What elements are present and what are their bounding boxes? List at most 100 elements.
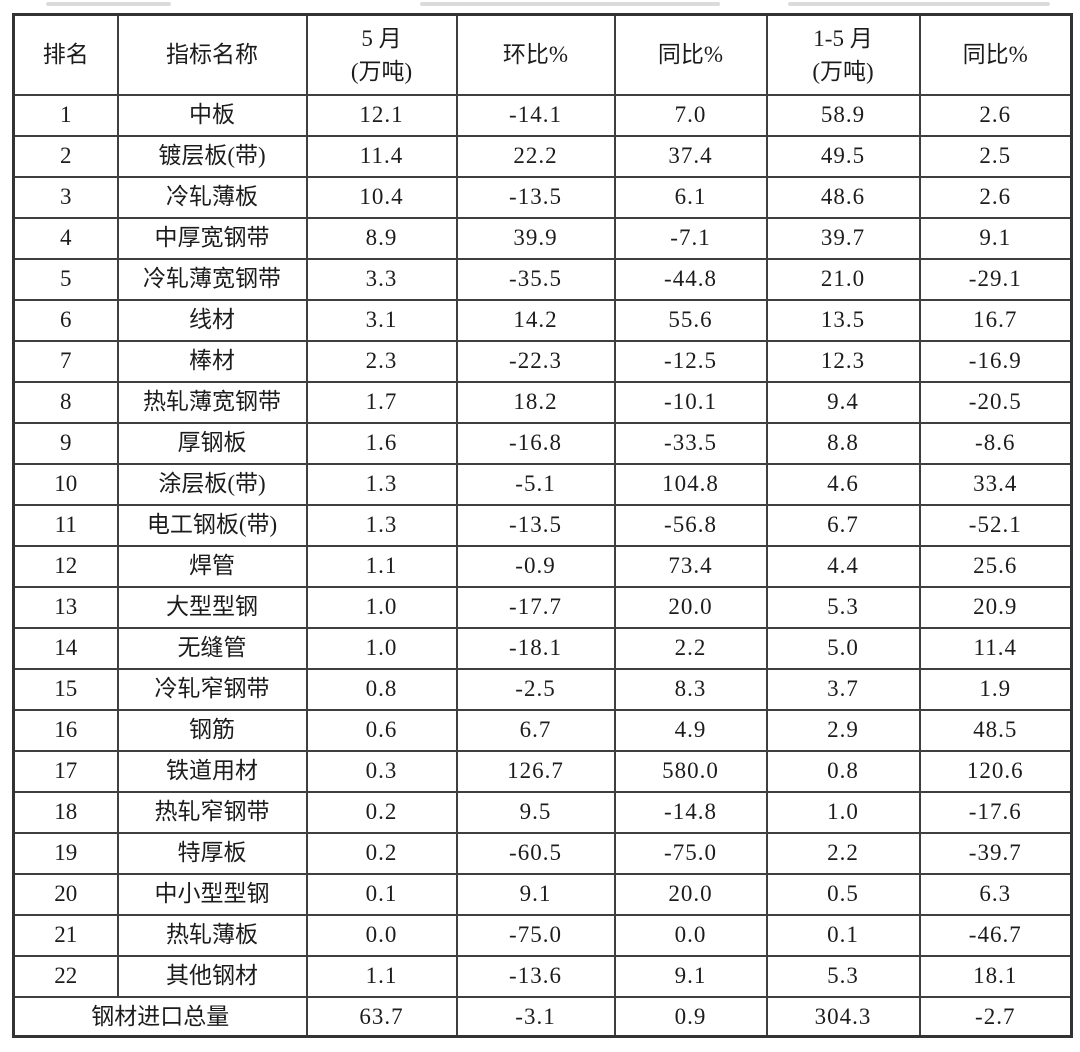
- col-header-mom-pct: 环比%: [455, 13, 616, 96]
- cell-mom-pct: 22.2: [455, 134, 616, 178]
- cell-name: 热轧薄宽钢带: [116, 380, 308, 424]
- cell-name: 冷轧窄钢带: [116, 667, 308, 711]
- table-row: 9 厚钢板 1.6 -16.8 -33.5 8.8 -8.6: [12, 421, 1073, 465]
- cell-cum-volume: 21.0: [765, 257, 921, 301]
- cell-cum-yoy-pct: 120.6: [918, 749, 1073, 793]
- cell-mom-pct: 6.7: [455, 708, 616, 752]
- cell-cum-volume: 4.4: [765, 544, 921, 588]
- cell-yoy-pct: -56.8: [613, 503, 768, 547]
- col-header-label: 排名: [42, 42, 89, 68]
- total-cell-cum-volume: 304.3: [765, 995, 921, 1038]
- cell-rank: 18: [12, 790, 119, 834]
- cell-name: 热轧窄钢带: [116, 790, 308, 834]
- cell-cum-volume: 2.9: [765, 708, 921, 752]
- cell-cum-volume: 12.3: [765, 339, 921, 383]
- cell-name: 特厚板: [116, 831, 308, 875]
- table-row: 20 中小型型钢 0.1 9.1 20.0 0.5 6.3: [12, 872, 1073, 916]
- cell-rank: 8: [12, 380, 119, 424]
- cell-yoy-pct: 0.0: [613, 913, 768, 957]
- cell-may-volume: 1.1: [305, 954, 458, 998]
- cell-mom-pct: 18.2: [455, 380, 616, 424]
- cell-may-volume: 1.7: [305, 380, 458, 424]
- cell-rank: 4: [12, 216, 119, 260]
- cell-cum-yoy-pct: -8.6: [918, 421, 1073, 465]
- table-row: 21 热轧薄板 0.0 -75.0 0.0 0.1 -46.7: [12, 913, 1073, 957]
- cell-mom-pct: -0.9: [455, 544, 616, 588]
- table-row: 22 其他钢材 1.1 -13.6 9.1 5.3 18.1: [12, 954, 1073, 998]
- cell-yoy-pct: -75.0: [613, 831, 768, 875]
- cell-name: 冷轧薄宽钢带: [116, 257, 308, 301]
- cell-may-volume: 2.3: [305, 339, 458, 383]
- cell-rank: 2: [12, 134, 119, 178]
- cell-cum-yoy-pct: -16.9: [918, 339, 1073, 383]
- cell-yoy-pct: -44.8: [613, 257, 768, 301]
- cell-yoy-pct: -10.1: [613, 380, 768, 424]
- cell-yoy-pct: -7.1: [613, 216, 768, 260]
- cell-may-volume: 0.1: [305, 872, 458, 916]
- cell-cum-volume: 13.5: [765, 298, 921, 342]
- cell-mom-pct: 126.7: [455, 749, 616, 793]
- cell-may-volume: 0.3: [305, 749, 458, 793]
- cell-cum-yoy-pct: 2.6: [918, 93, 1073, 137]
- cell-may-volume: 0.2: [305, 790, 458, 834]
- cell-rank: 20: [12, 872, 119, 916]
- cell-cum-yoy-pct: 33.4: [918, 462, 1073, 506]
- cell-yoy-pct: 9.1: [613, 954, 768, 998]
- cell-yoy-pct: 2.2: [613, 626, 768, 670]
- col-header-label: 环比%: [502, 42, 569, 68]
- table-row: 11 电工钢板(带) 1.3 -13.5 -56.8 6.7 -52.1: [12, 503, 1073, 547]
- cell-mom-pct: -5.1: [455, 462, 616, 506]
- cell-cum-yoy-pct: 25.6: [918, 544, 1073, 588]
- cell-cum-volume: 3.7: [765, 667, 921, 711]
- cell-cum-yoy-pct: 16.7: [918, 298, 1073, 342]
- table-body: 1 中板 12.1 -14.1 7.0 58.9 2.6 2 镀层板(带) 11.4 22.2 37.…: [12, 93, 1073, 998]
- cell-name: 棒材: [116, 339, 308, 383]
- col-header-yoy-pct: 同比%: [613, 13, 768, 96]
- cell-cum-yoy-pct: 1.9: [918, 667, 1073, 711]
- cell-mom-pct: -13.6: [455, 954, 616, 998]
- cell-rank: 1: [12, 93, 119, 137]
- cell-may-volume: 0.0: [305, 913, 458, 957]
- cell-mom-pct: -13.5: [455, 503, 616, 547]
- table-row: 10 涂层板(带) 1.3 -5.1 104.8 4.6 33.4: [12, 462, 1073, 506]
- cell-cum-volume: 2.2: [765, 831, 921, 875]
- table-row: 8 热轧薄宽钢带 1.7 18.2 -10.1 9.4 -20.5: [12, 380, 1073, 424]
- cell-cum-yoy-pct: -29.1: [918, 257, 1073, 301]
- cell-yoy-pct: 4.9: [613, 708, 768, 752]
- col-header-cum-volume: 1-5 月 (万吨): [765, 13, 921, 96]
- cell-yoy-pct: 7.0: [613, 93, 768, 137]
- cell-cum-volume: 48.6: [765, 175, 921, 219]
- cell-cum-yoy-pct: -39.7: [918, 831, 1073, 875]
- cell-name: 其他钢材: [116, 954, 308, 998]
- table-row: 19 特厚板 0.2 -60.5 -75.0 2.2 -39.7: [12, 831, 1073, 875]
- cell-rank: 9: [12, 421, 119, 465]
- cell-cum-yoy-pct: 48.5: [918, 708, 1073, 752]
- cell-may-volume: 1.3: [305, 503, 458, 547]
- total-cell-may-volume: 63.7: [305, 995, 458, 1038]
- cell-may-volume: 1.6: [305, 421, 458, 465]
- cell-yoy-pct: -33.5: [613, 421, 768, 465]
- cell-name: 厚钢板: [116, 421, 308, 465]
- cell-cum-yoy-pct: 9.1: [918, 216, 1073, 260]
- col-header-rank: 排名: [12, 13, 119, 96]
- cell-may-volume: 1.1: [305, 544, 458, 588]
- total-cell-mom-pct: -3.1: [455, 995, 616, 1038]
- table-row: 1 中板 12.1 -14.1 7.0 58.9 2.6: [12, 93, 1073, 137]
- cell-mom-pct: 14.2: [455, 298, 616, 342]
- cell-name: 镀层板(带): [116, 134, 308, 178]
- cell-rank: 6: [12, 298, 119, 342]
- cell-yoy-pct: 55.6: [613, 298, 768, 342]
- cell-mom-pct: -14.1: [455, 93, 616, 137]
- cell-rank: 5: [12, 257, 119, 301]
- scan-artifact: [46, 2, 171, 6]
- col-header-name: 指标名称: [116, 13, 308, 96]
- cell-mom-pct: -22.3: [455, 339, 616, 383]
- table-row: 5 冷轧薄宽钢带 3.3 -35.5 -44.8 21.0 -29.1: [12, 257, 1073, 301]
- cell-rank: 3: [12, 175, 119, 219]
- cell-cum-yoy-pct: -46.7: [918, 913, 1073, 957]
- table-row: 16 钢筋 0.6 6.7 4.9 2.9 48.5: [12, 708, 1073, 752]
- cell-name: 大型型钢: [116, 585, 308, 629]
- cell-name: 焊管: [116, 544, 308, 588]
- col-header-label: 1-5 月: [813, 25, 873, 51]
- cell-may-volume: 0.6: [305, 708, 458, 752]
